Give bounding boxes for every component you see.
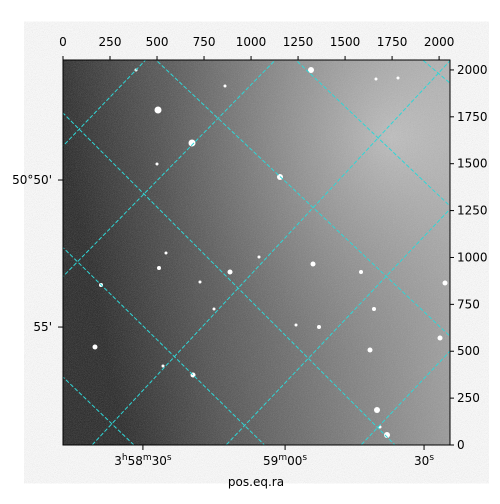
y-tick-label: 1000 — [457, 250, 488, 264]
x-tick-label: 1500 — [330, 35, 361, 49]
ra-tick-label: 3h58m30s — [114, 453, 172, 468]
ra-tick-label: 30s — [414, 453, 434, 468]
x-tick-label: 250 — [99, 35, 122, 49]
x-tick-label: 2000 — [424, 35, 455, 49]
y-tick-label: 500 — [457, 344, 480, 358]
x-tick-label: 500 — [146, 35, 169, 49]
x-tick-label: 750 — [193, 35, 216, 49]
x-tick-label: 0 — [59, 35, 67, 49]
y-tick-label: 750 — [457, 297, 480, 311]
y-tick-label: 1750 — [457, 110, 488, 124]
x-tick-label: 1750 — [377, 35, 408, 49]
y-tick-label: 1500 — [457, 157, 488, 171]
coordinate-grid — [63, 60, 450, 445]
x-tick-label: 1250 — [283, 35, 314, 49]
x-tick-label: 1000 — [236, 35, 267, 49]
y-tick-label: 1250 — [457, 204, 488, 218]
ra-tick-label: 59m00s — [263, 453, 307, 468]
y-tick-label: 250 — [457, 391, 480, 405]
x-axis-label: pos.eq.ra — [228, 475, 284, 489]
dec-tick-label: 50°50' — [12, 173, 52, 187]
sky-image — [63, 60, 450, 445]
plot-frame — [62, 59, 451, 446]
dec-tick-label: 55' — [33, 320, 52, 334]
y-tick-label: 2000 — [457, 63, 488, 77]
y-tick-label: 0 — [457, 438, 465, 452]
